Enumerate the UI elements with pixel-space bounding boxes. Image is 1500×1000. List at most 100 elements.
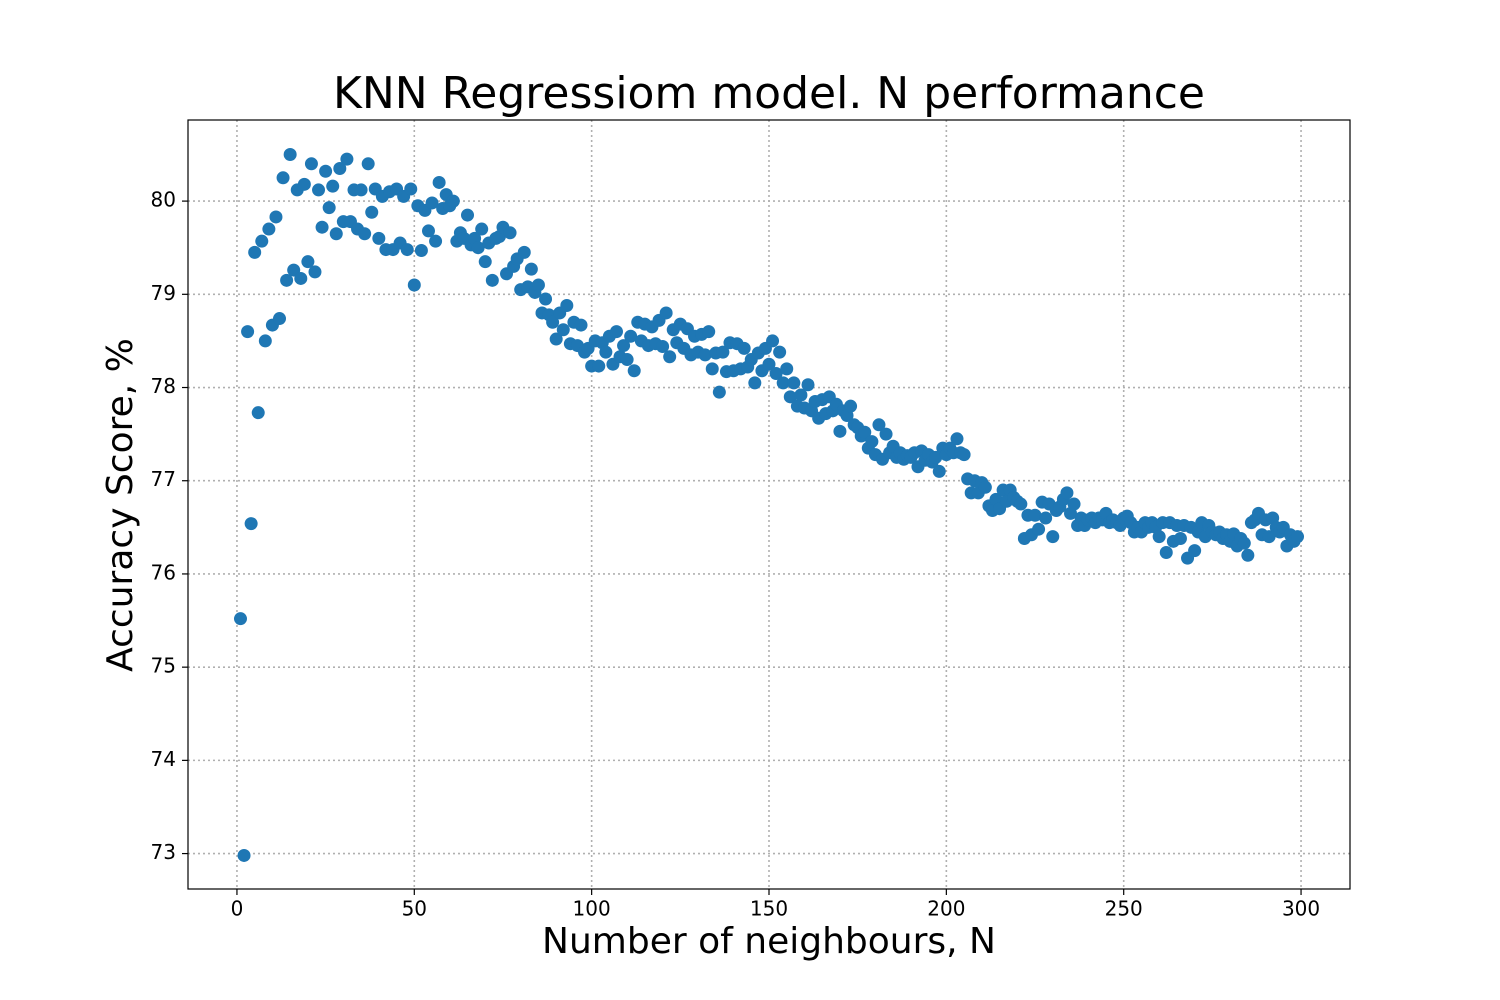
point xyxy=(1152,530,1166,544)
point xyxy=(1188,544,1202,558)
point xyxy=(776,376,790,390)
point xyxy=(414,243,428,257)
point xyxy=(712,385,726,399)
point xyxy=(475,222,489,236)
point xyxy=(404,182,418,196)
point xyxy=(301,255,315,269)
point xyxy=(322,201,336,215)
point xyxy=(372,231,386,245)
point xyxy=(1060,486,1074,500)
x-tick-label: 100 xyxy=(573,897,611,921)
point xyxy=(556,323,570,337)
point xyxy=(1173,532,1187,546)
point xyxy=(517,245,531,259)
point xyxy=(1032,522,1046,536)
point xyxy=(262,222,276,236)
y-tick-label: 78 xyxy=(151,374,176,398)
point xyxy=(624,329,638,343)
x-tick-label: 200 xyxy=(927,897,965,921)
point xyxy=(1291,530,1305,544)
point xyxy=(1046,530,1060,544)
point xyxy=(766,334,780,348)
point xyxy=(340,152,354,166)
point xyxy=(400,243,414,257)
point xyxy=(255,234,269,248)
point xyxy=(1241,548,1255,562)
point xyxy=(297,177,311,191)
point xyxy=(1039,511,1053,525)
point xyxy=(620,353,634,367)
point xyxy=(446,194,460,208)
y-tick-label: 75 xyxy=(151,654,176,678)
point xyxy=(269,210,283,224)
point xyxy=(769,367,783,381)
point xyxy=(308,265,322,279)
point xyxy=(783,390,797,404)
point xyxy=(421,224,435,238)
point xyxy=(531,278,545,292)
point xyxy=(283,147,297,161)
point xyxy=(329,227,343,241)
point xyxy=(1067,497,1081,511)
plot-frame xyxy=(187,119,1351,890)
y-tick-label: 79 xyxy=(151,281,176,305)
point xyxy=(524,262,538,276)
point xyxy=(748,376,762,390)
y-axis-label: Accuracy Score, % xyxy=(100,338,141,672)
point xyxy=(801,378,815,392)
point xyxy=(432,175,446,189)
point xyxy=(549,332,563,346)
point xyxy=(407,278,421,292)
point xyxy=(478,255,492,269)
point xyxy=(592,359,606,373)
point xyxy=(833,424,847,438)
point xyxy=(872,418,886,432)
point xyxy=(574,318,588,332)
point xyxy=(244,517,258,531)
point xyxy=(315,220,329,234)
point xyxy=(425,196,439,210)
point xyxy=(248,245,262,259)
point xyxy=(319,164,333,178)
x-tick-label: 150 xyxy=(750,897,788,921)
chart-title: KNN Regressiom model. N performance xyxy=(333,68,1205,119)
point xyxy=(656,340,670,354)
x-tick-label: 0 xyxy=(231,897,244,921)
y-tick-label: 73 xyxy=(151,840,176,864)
point xyxy=(237,848,251,862)
point xyxy=(663,350,677,364)
point xyxy=(251,406,265,420)
y-tick-label: 74 xyxy=(151,747,176,771)
point xyxy=(361,157,375,171)
point xyxy=(333,161,347,175)
x-tick-label: 250 xyxy=(1105,897,1143,921)
point xyxy=(358,227,372,241)
point xyxy=(957,448,971,462)
point xyxy=(241,325,255,339)
point xyxy=(354,183,368,197)
point xyxy=(787,376,801,390)
y-tick-label: 76 xyxy=(151,560,176,584)
point xyxy=(716,345,730,359)
point xyxy=(471,241,485,255)
y-tick-label: 77 xyxy=(151,467,176,491)
point xyxy=(304,157,318,171)
x-tick-label: 300 xyxy=(1282,897,1320,921)
point xyxy=(1159,546,1173,560)
point xyxy=(560,298,574,312)
point xyxy=(865,435,879,449)
point xyxy=(609,325,623,339)
point xyxy=(1014,497,1028,511)
point xyxy=(627,364,641,378)
point xyxy=(879,427,893,441)
point xyxy=(273,312,287,326)
point xyxy=(599,345,613,359)
point xyxy=(762,357,776,371)
point xyxy=(773,345,787,359)
point xyxy=(365,205,379,219)
y-tick-label: 80 xyxy=(151,188,176,212)
point xyxy=(932,464,946,478)
point xyxy=(276,171,290,185)
